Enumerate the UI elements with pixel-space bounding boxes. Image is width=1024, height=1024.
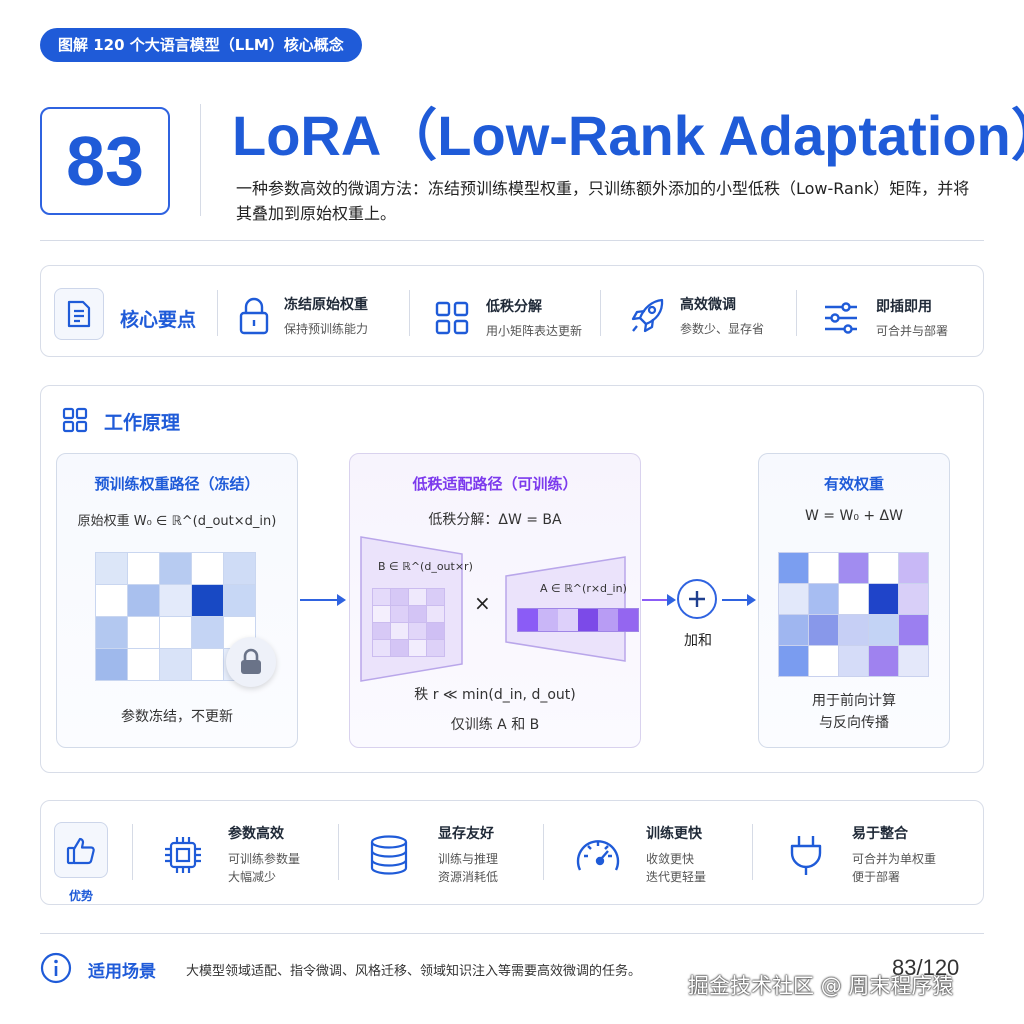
thumbs-up-icon (54, 822, 108, 878)
frozen-path-title: 预训练权重路径（冻结） (94, 475, 260, 493)
separator (338, 824, 339, 880)
separator (217, 290, 218, 336)
database-icon (370, 834, 408, 875)
advantage-sub: 可训练参数量 大幅减少 (228, 852, 301, 884)
header-divider (200, 104, 201, 216)
arrow-right (722, 594, 756, 606)
key-points-title: 核心要点 (120, 309, 197, 331)
effective-note-2: 与反向传播 (819, 715, 889, 731)
effective-title: 有效权重 (823, 475, 884, 493)
advantage-title: 易于整合 (852, 826, 908, 842)
grid-icon (62, 407, 88, 433)
advantage-sub: 收敛更快 迭代更轻量 (646, 852, 707, 884)
matrix-a-label: A ∈ ℝ^(r×d_in) (540, 582, 627, 595)
page-title: LoRA（Low-Rank Adaptation） (232, 104, 1024, 167)
matrix-b-label: B ∈ ℝ^(d_out×r) (378, 560, 473, 573)
multiply-sign: × (474, 591, 491, 615)
arrow-right (642, 594, 676, 606)
effective-note-1: 用于前向计算 (812, 693, 896, 709)
rocket-icon (631, 298, 664, 332)
key-point-title: 高效微调 (680, 297, 736, 313)
separator (409, 290, 410, 336)
advantage-title: 训练更快 (646, 826, 702, 842)
effective-formula: W = W₀ + ΔW (805, 508, 903, 524)
gauge-icon (576, 839, 620, 871)
matrix-a-row (517, 608, 639, 632)
effective-weight-matrix (778, 552, 929, 677)
lock-icon (226, 637, 276, 687)
principle-title: 工作原理 (104, 412, 181, 434)
grid-icon (435, 301, 469, 334)
series-badge: 图解 120 个大语言模型（LLM）核心概念 (40, 28, 362, 62)
advantage-faster-training: 训练更快 收敛更快 迭代更轻量 (574, 823, 706, 886)
key-point-lowrank: 低秩分解 用小矩阵表达更新 (434, 296, 582, 339)
key-point-freeze: 冻结原始权重 保持预训练能力 (236, 294, 368, 337)
matrix-b-grid (372, 588, 445, 657)
frozen-formula: 原始权重 W₀ ∈ ℝ^(d_out×d_in) (77, 514, 277, 529)
separator (600, 290, 601, 336)
separator (796, 290, 797, 336)
plus-icon (677, 579, 717, 619)
advantage-title: 参数高效 (228, 826, 284, 842)
page-description: 一种参数高效的微调方法：冻结预训练模型权重，只训练额外添加的小型低秩（Low-R… (236, 179, 970, 223)
scenarios-title: 适用场景 (88, 962, 156, 982)
advantage-easy-integration: 易于整合 可合并为单权重 便于部署 (786, 823, 936, 886)
rank-note: 秩 r ≪ min(d_in, d_out) (414, 687, 576, 703)
page-indicator: 83/120 (892, 955, 960, 980)
scenarios-text: 大模型领域适配、指令微调、风格迁移、领域知识注入等需要高效微调的任务。 (186, 964, 642, 979)
key-point-sub: 可合并与部署 (876, 324, 949, 338)
key-point-sub: 参数少、显存省 (680, 322, 765, 336)
separator (543, 824, 544, 880)
key-point-plug-and-play: 即插即用 可合并与部署 (822, 296, 948, 339)
frozen-weight-matrix (95, 552, 256, 681)
separator (752, 824, 753, 880)
advantage-sub: 训练与推理 资源消耗低 (438, 852, 499, 884)
key-point-efficient: 高效微调 参数少、显存省 (628, 294, 764, 337)
divider (40, 240, 984, 241)
advantages-title: 优势 (68, 889, 93, 903)
key-point-sub: 用小矩阵表达更新 (486, 324, 583, 338)
separator (132, 824, 133, 880)
train-note: 仅训练 A 和 B (450, 717, 540, 733)
arrow-right (300, 594, 346, 606)
lowrank-formula: 低秩分解：ΔW = BA (428, 512, 562, 528)
chip-icon (165, 836, 201, 873)
info-icon (40, 952, 72, 984)
advantage-title: 显存友好 (438, 826, 494, 842)
watermark: 掘金技术社区 @ 周末程序猿 (688, 974, 954, 998)
document-icon (54, 288, 104, 340)
sliders-icon (825, 301, 857, 334)
key-point-title: 低秩分解 (486, 299, 542, 315)
frozen-note: 参数冻结，不更新 (121, 709, 233, 725)
advantage-sub: 可合并为单权重 便于部署 (852, 852, 937, 884)
concept-number: 83 (40, 107, 170, 215)
sum-label: 加和 (684, 633, 712, 649)
key-point-title: 即插即用 (876, 299, 932, 315)
advantages-panel (40, 800, 984, 905)
lowrank-path-title: 低秩适配路径（可训练） (412, 475, 578, 493)
advantage-param-efficient: 参数高效 可训练参数量 大幅减少 (162, 823, 300, 886)
key-point-sub: 保持预训练能力 (284, 322, 369, 336)
plug-icon (790, 835, 822, 875)
lock-icon (239, 297, 269, 334)
key-point-title: 冻结原始权重 (284, 297, 368, 313)
key-points-panel (40, 265, 984, 357)
divider (40, 933, 984, 934)
advantage-memory-friendly: 显存友好 训练与推理 资源消耗低 (368, 823, 498, 886)
